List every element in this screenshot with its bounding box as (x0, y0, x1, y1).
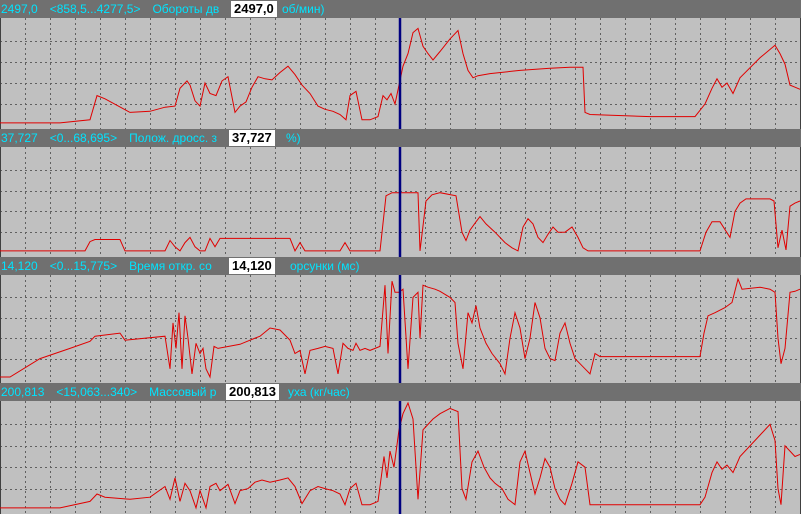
value-range: <0...68,695> (49, 131, 118, 145)
panel-header: 14,120 <0...15,775> Время откр. со орсунки… (0, 257, 801, 275)
panel-header: 37,727 <0...68,695> Полож. дросс. з %) 37,… (0, 129, 801, 147)
current-value: 2497,0 (1, 2, 38, 16)
series-line (0, 277, 801, 379)
cursor-value-label: 2497,0 (231, 1, 277, 17)
parameter-name-tail: орсунки (мс) (290, 259, 360, 273)
chart-panel-injection-time: 14,120 <0...15,775> Время откр. со орсунки… (0, 257, 801, 383)
series-line (0, 27, 801, 124)
cursor-value-label: 200,813 (226, 384, 279, 400)
current-value: 200,813 (1, 385, 45, 399)
chart-panel-air-mass: 200,813 <15,063...340> Массовый р уха (кг/… (0, 383, 801, 514)
line-chart[interactable] (0, 18, 801, 129)
line-chart[interactable] (0, 275, 801, 383)
chart-panel-rpm: 2497,0 <858,5...4277,5> Обороты дв об/мин)… (0, 0, 801, 129)
plot-area[interactable] (0, 275, 801, 383)
current-value: 37,727 (1, 131, 38, 145)
plot-area[interactable] (0, 147, 801, 257)
line-chart[interactable] (0, 147, 801, 257)
line-chart[interactable] (0, 401, 801, 514)
parameter-name: Полож. дросс. з (129, 131, 218, 145)
parameter-name-tail: об/мин) (282, 2, 325, 16)
value-range: <0...15,775> (49, 259, 118, 273)
current-value: 14,120 (1, 259, 38, 273)
cursor-value-label: 37,727 (229, 130, 275, 146)
parameter-name: Время откр. со (129, 259, 212, 273)
panel-header: 200,813 <15,063...340> Массовый р уха (кг/… (0, 383, 801, 401)
plot-area[interactable] (0, 18, 801, 129)
value-range: <15,063...340> (56, 385, 138, 399)
parameter-name-tail: %) (286, 131, 301, 145)
cursor-value-label: 14,120 (229, 258, 275, 274)
parameter-name: Массовый р (149, 385, 217, 399)
parameter-name-tail: уха (кг/час) (288, 385, 350, 399)
parameter-name: Обороты дв (152, 2, 220, 16)
panel-header: 2497,0 <858,5...4277,5> Обороты дв об/мин)… (0, 0, 801, 18)
series-line (0, 401, 801, 510)
chart-panel-throttle: 37,727 <0...68,695> Полож. дросс. з %) 37,… (0, 129, 801, 257)
series-line (0, 192, 801, 253)
plot-area[interactable] (0, 401, 801, 514)
value-range: <858,5...4277,5> (49, 2, 141, 16)
